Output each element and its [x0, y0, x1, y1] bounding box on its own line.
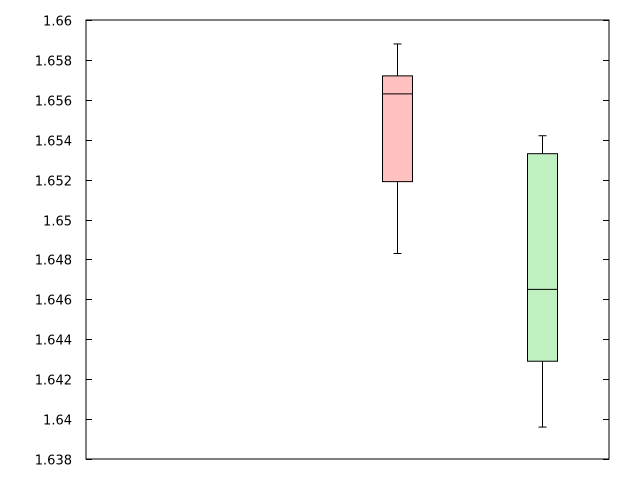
- y-tick-label: 1.64: [43, 414, 72, 429]
- y-tick-label: 1.658: [35, 55, 72, 70]
- y-tick-label: 1.652: [35, 175, 72, 190]
- y-tick-label: 1.642: [35, 374, 72, 389]
- iqr-box: [527, 153, 558, 362]
- y-axis: 1.638 1.64 1.642 1.644 1.646 1.648 1.65 1.652 1.…: [35, 15, 609, 469]
- y-tick-label: 1.65: [43, 215, 72, 230]
- y-tick-label: 1.66: [43, 15, 72, 30]
- y-tick-label: 1.638: [35, 454, 72, 469]
- iqr-box: [382, 75, 413, 183]
- box-series: [382, 43, 558, 428]
- y-tick-label: 1.654: [35, 135, 72, 150]
- plot-frame: [85, 19, 610, 460]
- y-tick-label: 1.656: [35, 95, 72, 110]
- y-tick-label: 1.644: [35, 334, 72, 349]
- box-1: [382, 43, 413, 254]
- y-tick-label: 1.648: [35, 254, 72, 269]
- y-tick-label: 1.646: [35, 294, 72, 309]
- box-2: [527, 135, 558, 428]
